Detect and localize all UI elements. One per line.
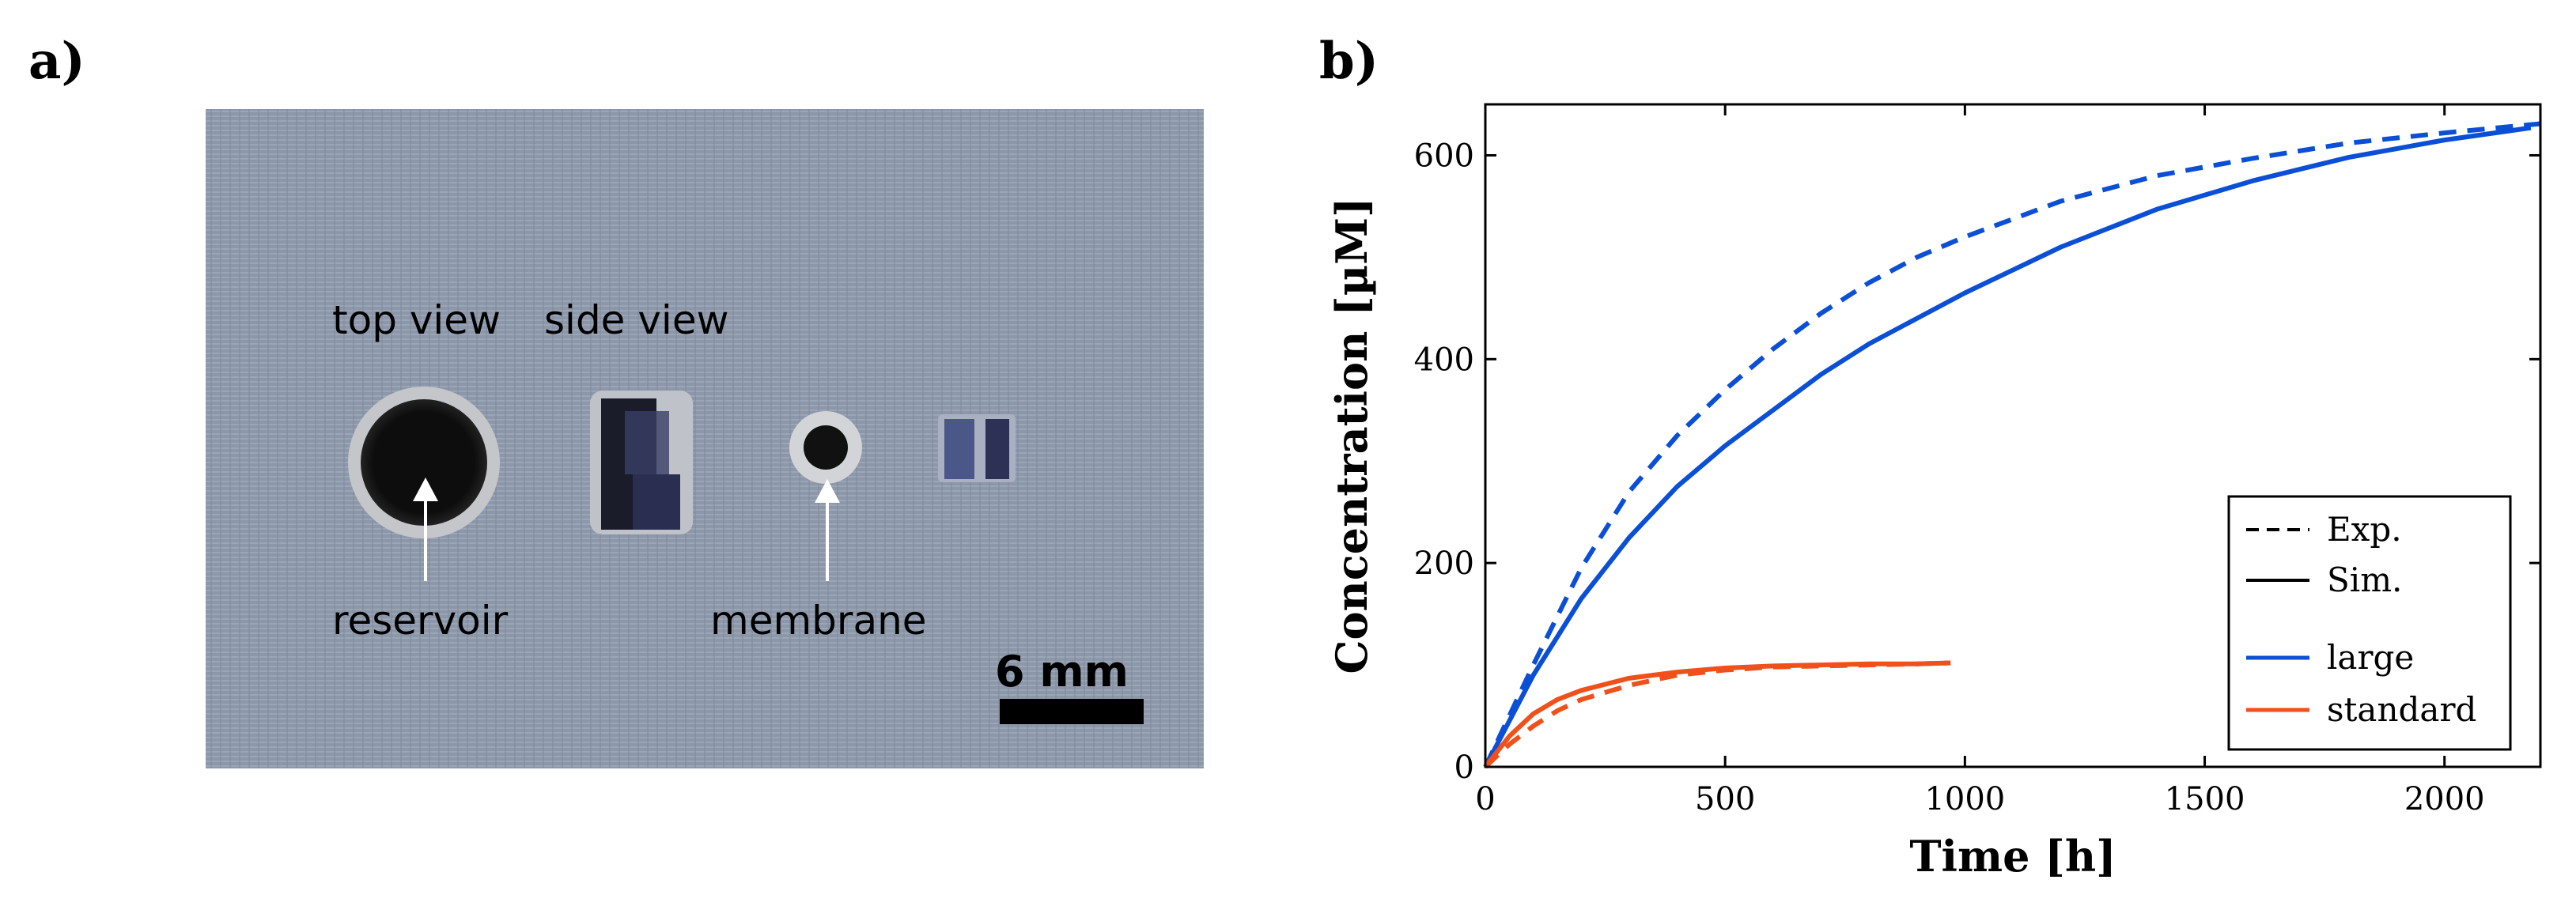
- top-view-label: top view: [332, 297, 501, 343]
- x-tick-label: 0: [1475, 781, 1495, 817]
- scale-bar: [1000, 699, 1144, 724]
- legend-box: [2227, 495, 2512, 751]
- legend-label-exp: Exp.: [2327, 510, 2402, 549]
- x-axis-label: Time [h]: [1909, 831, 2116, 881]
- y-tick-label: 400: [1414, 342, 1474, 378]
- series-line-large-sim: [1483, 125, 2532, 768]
- reservoir-side-view: [590, 391, 693, 534]
- legend-label-large: large: [2327, 638, 2414, 677]
- reservoir-label: reservoir: [332, 598, 509, 644]
- reservoir-top-view: [348, 387, 500, 538]
- y-axis-label: Concentration [µM]: [1326, 197, 1377, 674]
- y-tick-label: 600: [1414, 138, 1474, 174]
- panel-a-label: a): [28, 32, 85, 91]
- x-tick-label: 2000: [2404, 781, 2485, 817]
- membrane-side-view: [938, 414, 1016, 482]
- legend-label-standard: standard: [2327, 690, 2476, 729]
- y-tick-label: 200: [1414, 545, 1474, 582]
- scale-bar-label: 6 mm: [995, 647, 1129, 696]
- membrane-top-view: [789, 411, 862, 484]
- series-line-standard-sim: [1483, 660, 1951, 768]
- legend-label-sim: Sim.: [2327, 561, 2402, 599]
- side-view-label: side view: [544, 297, 728, 343]
- x-tick-label: 1500: [2165, 781, 2245, 817]
- plot-frame: [1484, 103, 2542, 768]
- panel-b-label: b): [1319, 32, 1379, 91]
- legend: Exp. Sim. large standard: [2227, 495, 2512, 751]
- membrane-arrow: [815, 479, 840, 581]
- membrane-label: membrane: [710, 598, 927, 644]
- reservoir-arrow: [413, 478, 438, 581]
- series-line-standard-exp: [1483, 660, 1951, 769]
- x-tick-label: 500: [1695, 781, 1755, 817]
- y-tick-label: 0: [1454, 749, 1474, 786]
- x-tick-label: 1000: [1924, 781, 2005, 817]
- series-line-large-exp: [1483, 121, 2541, 768]
